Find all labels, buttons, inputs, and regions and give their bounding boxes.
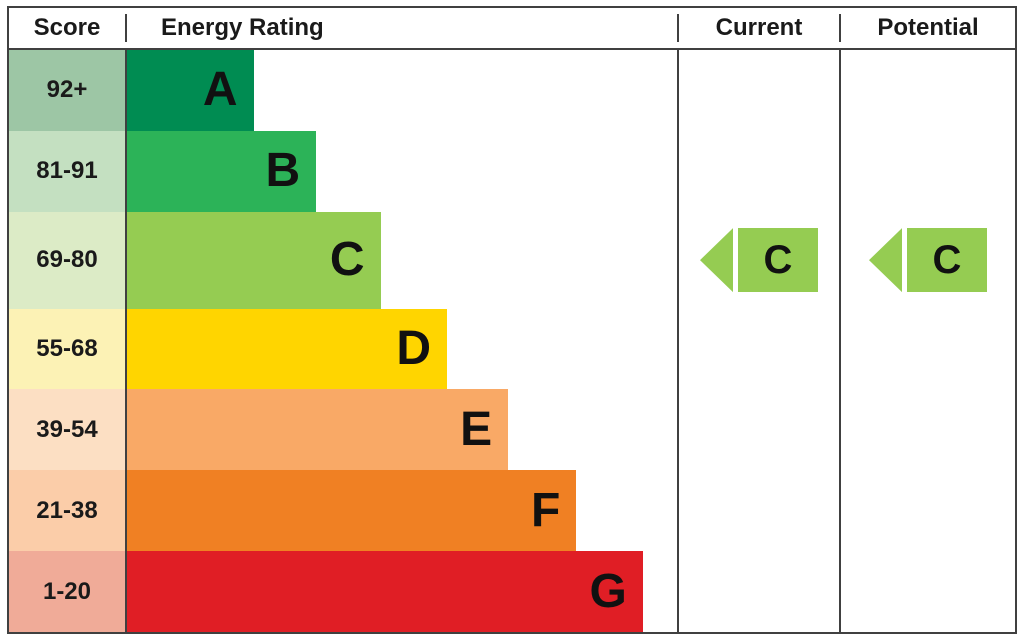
band-row: 69-80 C C C xyxy=(9,211,1015,309)
chart-body: 92+ A 81-91 B 69-80 C xyxy=(9,50,1015,633)
band-letter: A xyxy=(202,63,238,117)
epc-chart: Score Energy Rating Current Potential 92… xyxy=(7,6,1017,634)
current-cell xyxy=(677,50,839,131)
score-label: 69-80 xyxy=(36,246,98,274)
header-energy-rating: Energy Rating xyxy=(161,14,324,41)
score-label: 39-54 xyxy=(36,415,98,443)
band-letter: E xyxy=(460,402,493,456)
arrow-body: C xyxy=(907,228,987,293)
band-row: 1-20 G xyxy=(9,551,1015,633)
potential-cell xyxy=(839,389,1015,471)
potential-cell xyxy=(839,551,1015,633)
score-label: 55-68 xyxy=(36,335,98,362)
rating-cell: C xyxy=(127,211,677,309)
band-letter: D xyxy=(396,322,432,375)
band-row: 81-91 B xyxy=(9,130,1015,212)
score-cell: 55-68 xyxy=(9,308,127,390)
band-letter: F xyxy=(531,483,561,537)
rating-cell: D xyxy=(127,308,677,390)
current-cell xyxy=(677,389,839,471)
rating-cell: E xyxy=(127,389,677,471)
potential-cell xyxy=(839,470,1015,552)
arrow-tip-icon xyxy=(869,228,902,293)
arrow-tip-icon xyxy=(700,228,733,293)
rating-cell: A xyxy=(127,50,677,131)
rating-cell: G xyxy=(127,551,677,633)
rating-bar: C xyxy=(127,211,381,309)
band-row: 92+ A xyxy=(9,50,1015,131)
arrow-body: C xyxy=(738,228,818,293)
potential-cell xyxy=(839,308,1015,390)
rating-bar: E xyxy=(127,389,509,471)
score-label: 1-20 xyxy=(42,577,92,605)
chart-header: Score Energy Rating Current Potential xyxy=(9,8,1015,50)
score-cell: 69-80 xyxy=(9,211,127,309)
rating-arrow: C xyxy=(700,228,818,293)
arrow-letter: C xyxy=(763,238,793,283)
score-cell: 81-91 xyxy=(9,130,127,212)
current-cell xyxy=(677,308,839,390)
current-cell xyxy=(677,551,839,633)
potential-cell: C xyxy=(839,211,1015,309)
rating-bar: D xyxy=(127,308,448,390)
rating-bar: F xyxy=(127,470,577,552)
band-letter: G xyxy=(589,564,627,618)
score-cell: 1-20 xyxy=(9,551,127,633)
band-letter: B xyxy=(265,144,301,198)
score-label: 92+ xyxy=(46,76,88,104)
band-row: 55-68 D xyxy=(9,308,1015,390)
score-cell: 21-38 xyxy=(9,470,127,552)
potential-cell xyxy=(839,50,1015,131)
rating-cell: F xyxy=(127,470,677,552)
potential-cell xyxy=(839,130,1015,212)
arrow-letter: C xyxy=(932,238,962,283)
band-row: 21-38 F xyxy=(9,470,1015,552)
current-cell xyxy=(677,470,839,552)
band-letter: C xyxy=(329,233,365,287)
score-cell: 39-54 xyxy=(9,389,127,471)
rating-cell: B xyxy=(127,130,677,212)
header-score: Score xyxy=(9,14,127,42)
rating-bar: G xyxy=(127,551,643,633)
band-row: 39-54 E xyxy=(9,389,1015,471)
header-potential: Potential xyxy=(839,14,1015,42)
header-current: Current xyxy=(677,14,839,42)
current-cell xyxy=(677,130,839,212)
rating-bar: A xyxy=(127,50,254,131)
score-label: 21-38 xyxy=(36,496,98,524)
score-cell: 92+ xyxy=(9,50,127,131)
rating-bar: B xyxy=(127,130,317,212)
current-cell: C xyxy=(677,211,839,309)
score-label: 81-91 xyxy=(36,157,98,185)
rating-arrow: C xyxy=(869,228,987,293)
